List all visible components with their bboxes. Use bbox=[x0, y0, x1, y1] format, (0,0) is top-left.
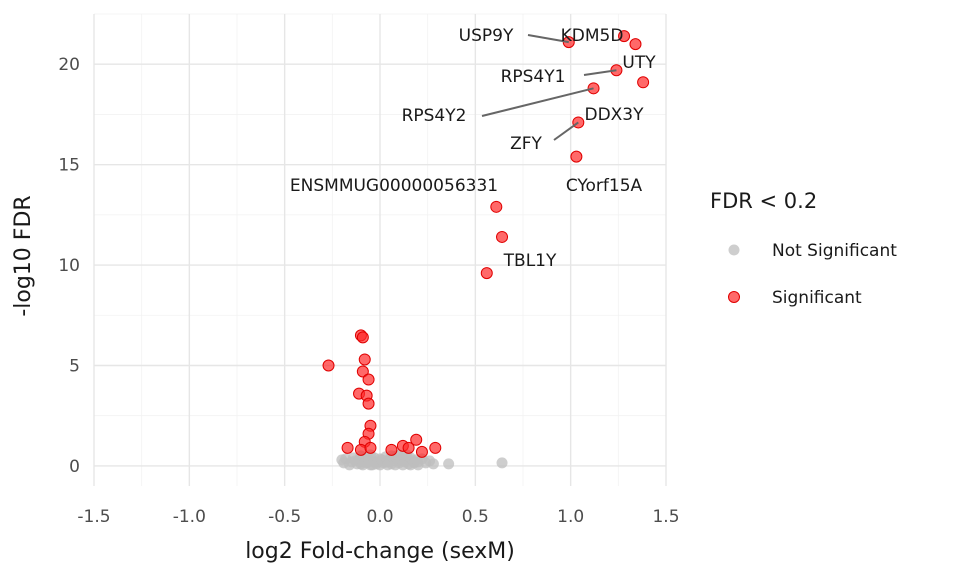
x-tick-label: 1.5 bbox=[652, 507, 679, 527]
leader-line bbox=[553, 121, 579, 141]
significant-points bbox=[322, 30, 650, 458]
point-not-significant bbox=[427, 458, 439, 470]
point-significant bbox=[490, 200, 503, 213]
point-significant bbox=[637, 76, 650, 89]
legend-key-significant bbox=[728, 291, 740, 303]
y-tick-label: 5 bbox=[69, 356, 80, 376]
y-axis-title: -log10 FDR bbox=[11, 195, 36, 316]
point-significant bbox=[402, 441, 415, 454]
gene-label: RPS4Y2 bbox=[402, 106, 467, 126]
point-not-significant bbox=[405, 459, 417, 471]
point-significant bbox=[429, 441, 442, 454]
gene-label: KDM5D bbox=[561, 26, 624, 46]
point-significant bbox=[496, 230, 509, 243]
point-not-significant bbox=[338, 457, 350, 469]
leader-line bbox=[583, 69, 617, 76]
x-axis-title: log2 Fold-change (sexM) bbox=[245, 539, 515, 564]
gene-label: DDX3Y bbox=[584, 105, 644, 125]
leader-line bbox=[527, 34, 569, 44]
point-significant bbox=[570, 150, 583, 163]
point-significant bbox=[410, 433, 423, 446]
x-tick-label: 0.0 bbox=[366, 507, 393, 527]
point-significant bbox=[364, 441, 377, 454]
point-not-significant bbox=[389, 459, 401, 471]
x-axis-tick-labels: -1.5 -1.0 -0.5 0.0 0.5 1.0 1.5 bbox=[77, 507, 679, 527]
point-not-significant bbox=[382, 459, 394, 471]
point-not-significant bbox=[397, 459, 409, 471]
x-tick-label: 0.5 bbox=[462, 507, 489, 527]
label-leader-lines bbox=[481, 34, 617, 141]
point-significant bbox=[415, 445, 428, 458]
gene-label: TBL1Y bbox=[503, 251, 557, 271]
point-significant bbox=[341, 441, 354, 454]
gene-label: USP9Y bbox=[459, 26, 514, 46]
point-significant bbox=[362, 373, 375, 386]
y-tick-label: 10 bbox=[58, 256, 80, 276]
gene-label: ENSMMUG00000056331 bbox=[290, 176, 498, 196]
x-tick-label: -1.5 bbox=[77, 507, 110, 527]
point-significant bbox=[480, 267, 493, 280]
leader-line bbox=[481, 87, 594, 117]
point-not-significant bbox=[412, 459, 424, 471]
point-significant bbox=[356, 331, 369, 344]
gene-labels: USP9Y KDM5D UTY RPS4Y1 RPS4Y2 DDX3Y ZFY CYorf15… bbox=[290, 26, 656, 271]
point-significant bbox=[385, 443, 398, 456]
y-axis-tick-labels: 0 5 10 15 20 bbox=[58, 55, 80, 477]
gene-label: CYorf15A bbox=[566, 176, 643, 196]
x-tick-label: -1.0 bbox=[173, 507, 206, 527]
point-not-significant bbox=[366, 459, 378, 471]
legend-label-not-significant: Not Significant bbox=[772, 241, 897, 261]
y-tick-label: 20 bbox=[58, 55, 80, 75]
point-not-significant bbox=[374, 453, 386, 465]
legend-label-significant: Significant bbox=[772, 288, 862, 308]
point-not-significant bbox=[443, 458, 455, 470]
legend-key-not-significant bbox=[728, 244, 740, 256]
point-not-significant bbox=[496, 457, 508, 469]
point-significant bbox=[322, 359, 335, 372]
legend: FDR < 0.2 Not Significant Significant bbox=[710, 189, 897, 308]
point-significant bbox=[358, 353, 371, 366]
point-significant bbox=[362, 397, 375, 410]
point-significant bbox=[356, 365, 369, 378]
y-tick-label: 15 bbox=[58, 156, 80, 176]
point-significant bbox=[629, 38, 642, 51]
gene-label: ZFY bbox=[510, 134, 542, 154]
y-tick-label: 0 bbox=[69, 457, 80, 477]
point-not-significant bbox=[357, 459, 369, 471]
x-tick-label: -0.5 bbox=[268, 507, 301, 527]
x-tick-label: 1.0 bbox=[557, 507, 584, 527]
not-significant-points bbox=[336, 449, 508, 471]
gene-label: UTY bbox=[622, 53, 656, 73]
major-gridlines bbox=[93, 14, 667, 486]
gene-label: RPS4Y1 bbox=[501, 67, 566, 87]
legend-title: FDR < 0.2 bbox=[710, 189, 817, 213]
point-significant bbox=[618, 30, 631, 43]
